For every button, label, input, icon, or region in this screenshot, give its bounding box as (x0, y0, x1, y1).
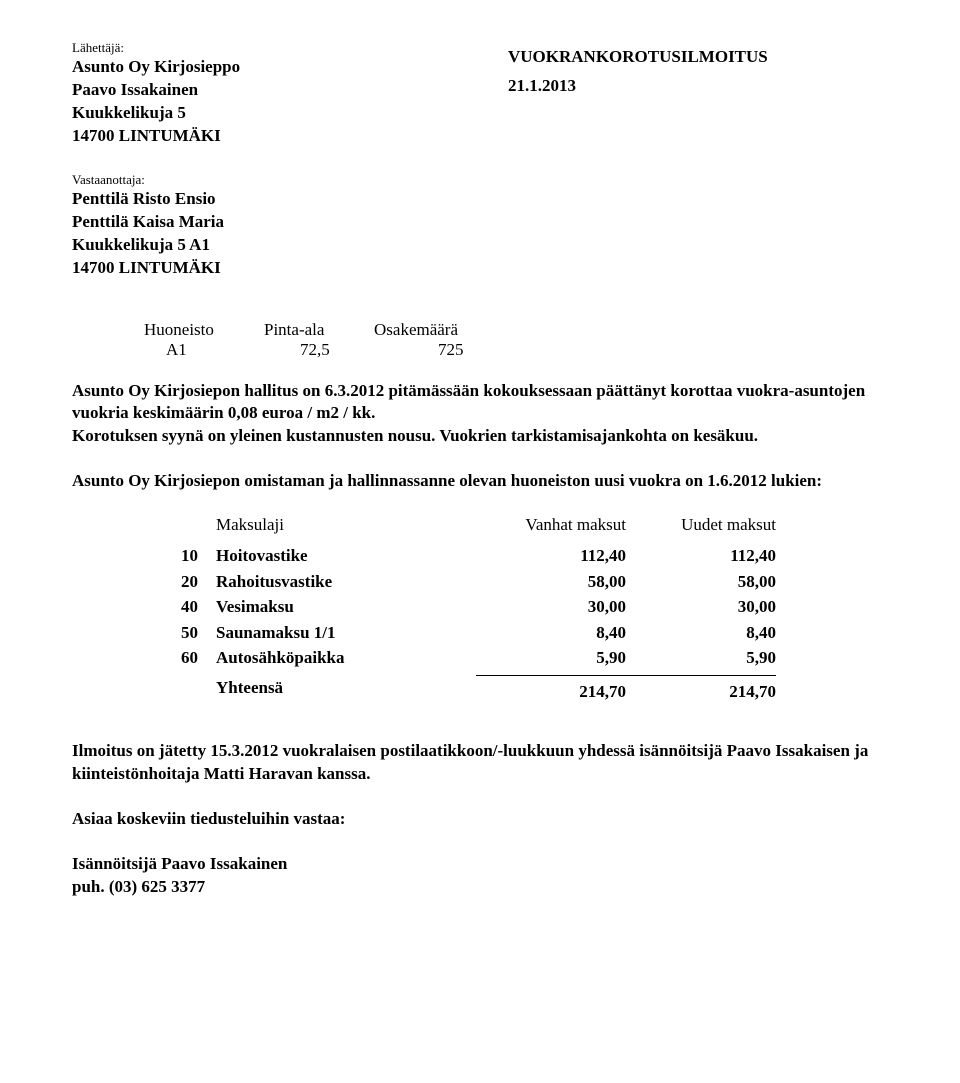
fee-name: Autosähköpaikka (216, 645, 476, 671)
fee-h-new: Uudet maksut (626, 515, 776, 535)
fee-total-old: 214,70 (476, 675, 626, 705)
fee-name: Saunamaksu 1/1 (216, 620, 476, 646)
unit-data-row: A1 72,5 725 (144, 340, 888, 360)
fee-name: Vesimaksu (216, 594, 476, 620)
fee-row: 10 Hoitovastike 112,40 112,40 (144, 543, 888, 569)
fee-new: 8,40 (626, 620, 776, 646)
unit-val-unit: A1 (144, 340, 286, 360)
recipient-line3: Kuukkelikuja 5 A1 (72, 234, 888, 257)
fee-old: 8,40 (476, 620, 626, 646)
sender-line4: 14700 LINTUMÄKI (72, 125, 508, 148)
fee-code: 10 (144, 543, 216, 569)
fee-table: Maksulaji Vanhat maksut Uudet maksut 10 … (144, 515, 888, 704)
fee-h-type: Maksulaji (216, 515, 476, 535)
sender-line1: Asunto Oy Kirjosieppo (72, 56, 508, 79)
fee-old: 58,00 (476, 569, 626, 595)
fee-header-row: Maksulaji Vanhat maksut Uudet maksut (144, 515, 888, 535)
fee-new: 112,40 (626, 543, 776, 569)
unit-val-shares: 725 (410, 340, 568, 360)
recipient-block: Vastaanottaja: Penttilä Risto Ensio Pent… (72, 172, 888, 280)
body-p1: Asunto Oy Kirjosiepon hallitus on 6.3.20… (72, 381, 865, 423)
recipient-line4: 14700 LINTUMÄKI (72, 257, 888, 280)
notice-title: VUOKRANKOROTUSILMOITUS (508, 46, 888, 69)
sender-block: Lähettäjä: Asunto Oy Kirjosieppo Paavo I… (72, 40, 508, 148)
fee-total-new: 214,70 (626, 675, 776, 705)
unit-header-row: Huoneisto Pinta-ala Osakemäärä (144, 320, 888, 340)
recipient-line2: Penttilä Kaisa Maria (72, 211, 888, 234)
fee-code: 50 (144, 620, 216, 646)
sender-line2: Paavo Issakainen (72, 79, 508, 102)
fee-code: 20 (144, 569, 216, 595)
fee-row: 50 Saunamaksu 1/1 8,40 8,40 (144, 620, 888, 646)
unit-h-unit: Huoneisto (144, 320, 264, 340)
page: Lähettäjä: Asunto Oy Kirjosieppo Paavo I… (0, 0, 960, 939)
fee-code: 40 (144, 594, 216, 620)
fee-col-code-blank (144, 515, 216, 535)
fee-total-blank (144, 675, 216, 705)
recipient-label: Vastaanottaja: (72, 172, 888, 188)
fee-old: 5,90 (476, 645, 626, 671)
footer-contact1: Isännöitsijä Paavo Issakainen (72, 853, 888, 876)
fee-row: 60 Autosähköpaikka 5,90 5,90 (144, 645, 888, 671)
fee-total-label: Yhteensä (216, 675, 476, 705)
recipient-line1: Penttilä Risto Ensio (72, 188, 888, 211)
fee-name: Hoitovastike (216, 543, 476, 569)
footer-p2: Asiaa koskeviin tiedusteluihin vastaa: (72, 808, 888, 831)
fee-new: 58,00 (626, 569, 776, 595)
unit-val-area: 72,5 (286, 340, 410, 360)
sender-line3: Kuukkelikuja 5 (72, 102, 508, 125)
unit-h-shares: Osakemäärä (374, 320, 504, 340)
unit-table: Huoneisto Pinta-ala Osakemäärä A1 72,5 7… (144, 320, 888, 360)
fee-new: 30,00 (626, 594, 776, 620)
body-p3: Asunto Oy Kirjosiepon omistaman ja halli… (72, 470, 888, 493)
fee-row: 40 Vesimaksu 30,00 30,00 (144, 594, 888, 620)
fee-row: 20 Rahoitusvastike 58,00 58,00 (144, 569, 888, 595)
footer-block: Ilmoitus on jätetty 15.3.2012 vuokralais… (72, 740, 888, 899)
fee-new: 5,90 (626, 645, 776, 671)
fee-code: 60 (144, 645, 216, 671)
footer-contact2: puh. (03) 625 3377 (72, 876, 888, 899)
fee-h-old: Vanhat maksut (476, 515, 626, 535)
fee-name: Rahoitusvastike (216, 569, 476, 595)
footer-p1: Ilmoitus on jätetty 15.3.2012 vuokralais… (72, 740, 888, 786)
body-paragraph1: Asunto Oy Kirjosiepon hallitus on 6.3.20… (72, 380, 888, 449)
header-right: VUOKRANKOROTUSILMOITUS 21.1.2013 (508, 40, 888, 148)
notice-date: 21.1.2013 (508, 75, 888, 98)
top-section: Lähettäjä: Asunto Oy Kirjosieppo Paavo I… (72, 40, 888, 148)
fee-old: 112,40 (476, 543, 626, 569)
fee-total-row: Yhteensä 214,70 214,70 (144, 675, 888, 705)
sender-label: Lähettäjä: (72, 40, 508, 56)
body-p2: Korotuksen syynä on yleinen kustannusten… (72, 426, 758, 445)
unit-h-area: Pinta-ala (264, 320, 374, 340)
fee-old: 30,00 (476, 594, 626, 620)
